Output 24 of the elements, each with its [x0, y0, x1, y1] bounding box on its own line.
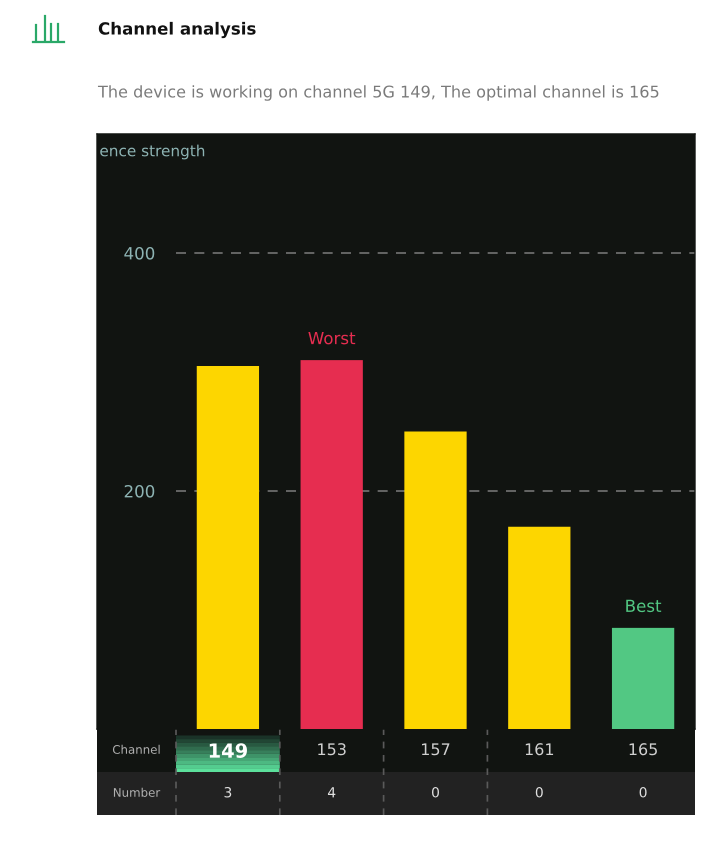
y-tick-label: 200	[124, 484, 154, 498]
x-tick-label: 149	[210, 743, 247, 758]
bar	[196, 366, 260, 729]
bar	[300, 360, 363, 729]
x-tick-label: 153	[318, 743, 346, 756]
text: 4	[328, 787, 336, 798]
chart-subtitle: The device is working on channel 5G 149, The optimal channel is 165	[98, 85, 658, 101]
x-tick-label: 161	[526, 743, 554, 756]
text: 0	[536, 787, 543, 798]
x-tick-label: 165	[630, 743, 657, 756]
y-tick-label: 400	[124, 246, 154, 260]
bar	[404, 432, 467, 729]
text: 0	[432, 787, 439, 798]
chart-title: Channel analysis	[98, 22, 256, 38]
x-tick-label: 157	[422, 743, 450, 756]
bar	[612, 628, 674, 729]
x-axis-title: Channel	[112, 744, 160, 754]
text: Number	[114, 788, 160, 797]
text: 3	[224, 787, 232, 798]
bar	[508, 526, 570, 729]
text: 0	[640, 787, 647, 798]
annotation: Best	[626, 600, 662, 612]
y-axis-title: ence strength	[100, 144, 204, 160]
annotation: Worst	[308, 332, 356, 344]
